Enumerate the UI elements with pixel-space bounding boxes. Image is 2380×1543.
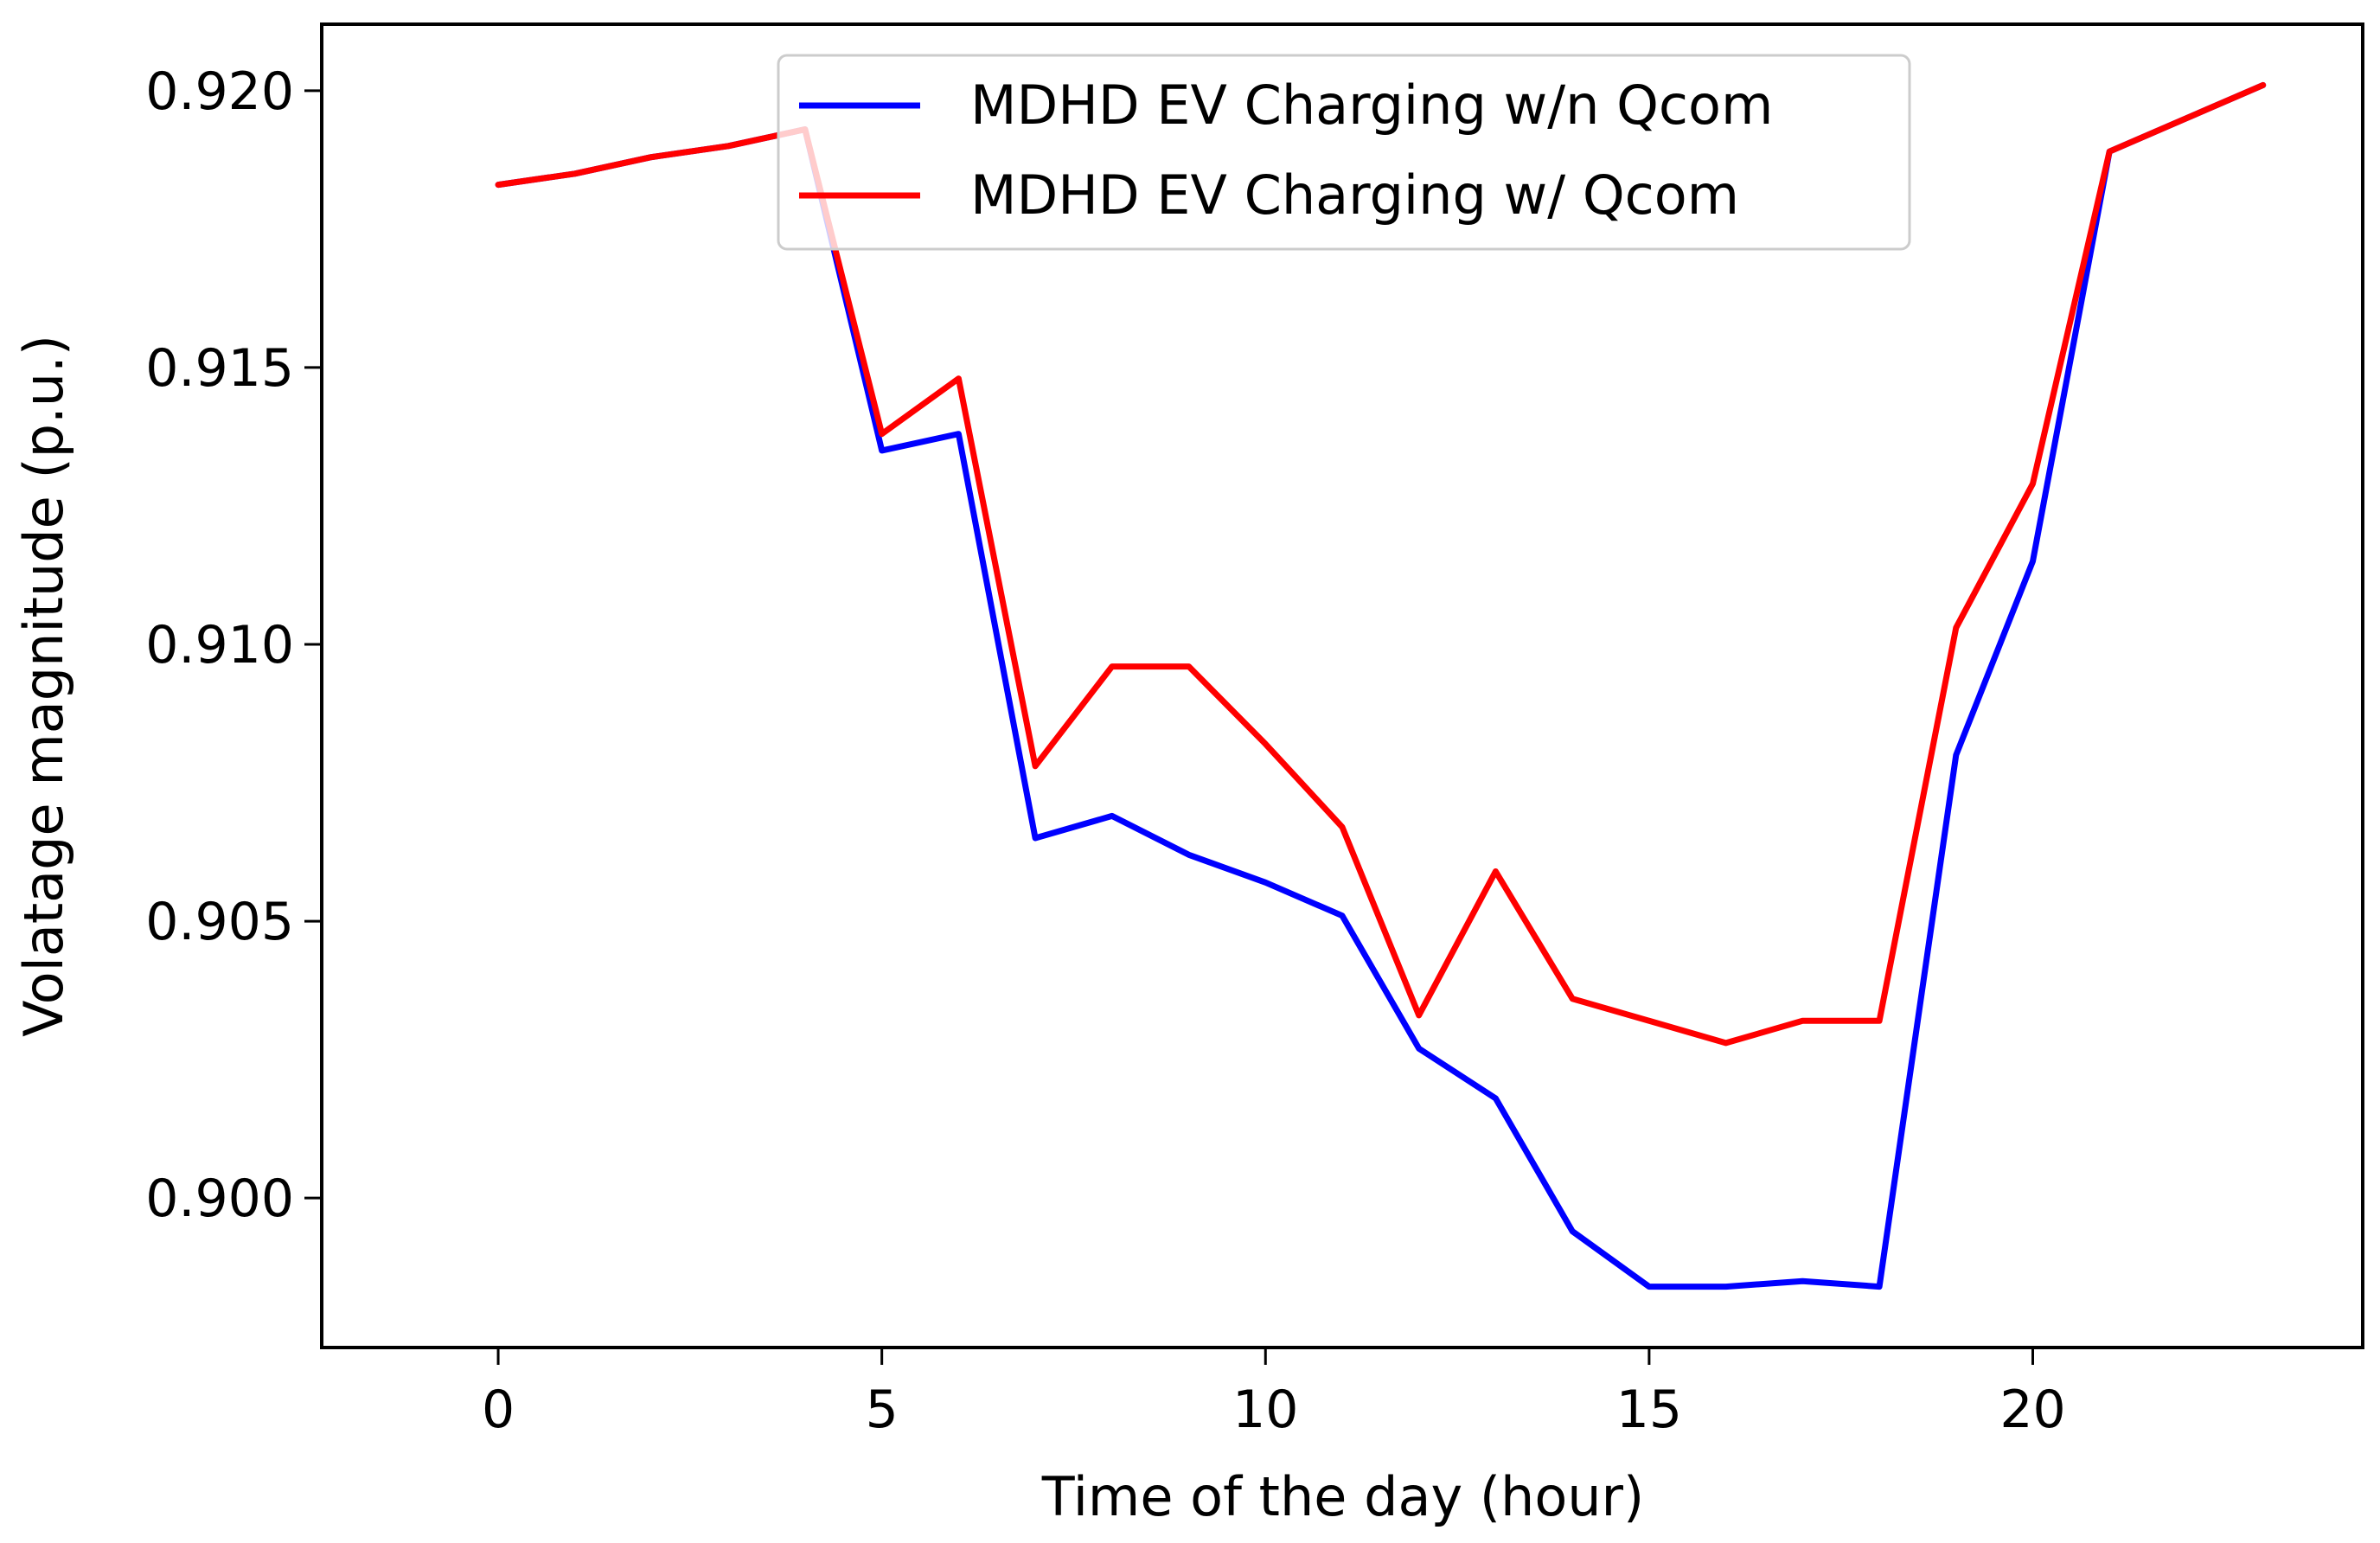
data-point-with-qcom-9 <box>1187 664 1192 669</box>
y-tick-label: 0.910 <box>145 615 294 675</box>
data-point-without-qcom-18 <box>1877 1284 1882 1290</box>
legend-frame <box>777 54 1911 251</box>
x-tick-label: 10 <box>1232 1380 1298 1440</box>
y-tick-label: 0.915 <box>145 338 294 399</box>
y-tick-label: 0.905 <box>145 892 294 952</box>
data-point-without-qcom-12 <box>1417 1046 1422 1051</box>
data-point-without-qcom-16 <box>1724 1284 1729 1290</box>
y-tick-label: 0.920 <box>145 61 294 122</box>
data-point-with-qcom-11 <box>1340 824 1345 829</box>
y-tick-label: 0.900 <box>145 1168 294 1229</box>
data-point-without-qcom-9 <box>1187 852 1192 857</box>
legend-label-without-qcom: MDHD EV Charging w/n Qcom <box>970 74 1773 137</box>
data-point-with-qcom-2 <box>649 155 655 160</box>
data-point-with-qcom-13 <box>1493 869 1498 874</box>
data-point-without-qcom-7 <box>1033 836 1038 841</box>
data-point-without-qcom-11 <box>1340 913 1345 919</box>
data-point-without-qcom-14 <box>1570 1229 1575 1234</box>
data-point-with-qcom-18 <box>1877 1018 1882 1023</box>
data-point-with-qcom-0 <box>496 182 501 188</box>
data-point-with-qcom-22 <box>2184 116 2189 121</box>
axes-frame <box>320 22 2364 1349</box>
data-point-with-qcom-20 <box>2031 481 2036 486</box>
x-axis-label: Time of the day (hour) <box>1041 1465 1645 1528</box>
data-point-with-qcom-6 <box>956 376 961 381</box>
x-tick-label: 0 <box>482 1380 515 1440</box>
x-tick-label: 15 <box>1616 1380 1682 1440</box>
x-tick-label: 20 <box>1999 1380 2065 1440</box>
data-point-with-qcom-3 <box>726 144 731 149</box>
series-line-without-qcom <box>495 81 2267 1290</box>
data-point-without-qcom-6 <box>956 432 961 437</box>
data-point-without-qcom-15 <box>1647 1284 1652 1290</box>
data-point-without-qcom-5 <box>880 448 885 453</box>
y-axis-ticks: 0.900 0.905 0.910 0.915 0.920 <box>145 61 322 1229</box>
x-axis-ticks: 0 5 10 15 20 <box>482 1348 2066 1440</box>
data-point-without-qcom-10 <box>1263 880 1268 885</box>
data-point-without-qcom-17 <box>1800 1278 1805 1284</box>
series-lines <box>495 81 2267 1290</box>
data-point-with-qcom-10 <box>1263 741 1268 746</box>
data-point-without-qcom-13 <box>1493 1096 1498 1101</box>
data-point-with-qcom-16 <box>1724 1040 1729 1046</box>
y-axis-label: Volatage magnitude (p.u.) <box>12 335 75 1037</box>
data-point-with-qcom-21 <box>2107 149 2112 154</box>
data-point-with-qcom-15 <box>1647 1018 1652 1023</box>
data-point-with-qcom-5 <box>880 432 885 437</box>
data-point-without-qcom-20 <box>2031 559 2036 564</box>
data-point-with-qcom-23 <box>2261 82 2266 87</box>
data-point-with-qcom-14 <box>1570 996 1575 1002</box>
legend-label-with-qcom: MDHD EV Charging w/ Qcom <box>970 163 1739 227</box>
data-point-with-qcom-17 <box>1800 1018 1805 1023</box>
data-point-with-qcom-12 <box>1417 1013 1422 1018</box>
data-point-with-qcom-1 <box>573 171 578 176</box>
data-point-without-qcom-19 <box>1954 752 1959 758</box>
data-point-with-qcom-7 <box>1033 764 1038 769</box>
legend: MDHD EV Charging w/n Qcom MDHD EV Chargi… <box>777 54 1911 251</box>
data-point-with-qcom-8 <box>1110 664 1115 669</box>
data-point-without-qcom-8 <box>1110 813 1115 818</box>
data-point-with-qcom-19 <box>1954 625 1959 631</box>
x-tick-label: 5 <box>866 1380 899 1440</box>
